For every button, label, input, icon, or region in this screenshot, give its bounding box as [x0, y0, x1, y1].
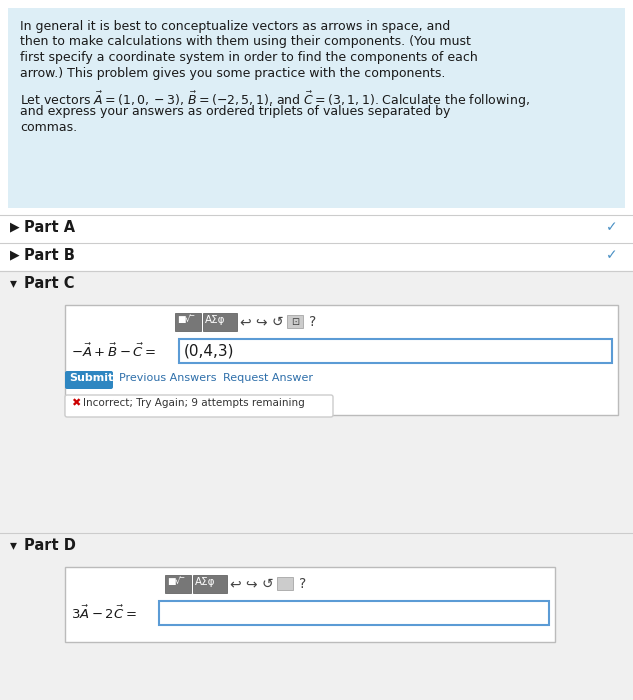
Text: Request Answer: Request Answer [223, 373, 313, 383]
Text: ▶: ▶ [10, 248, 20, 261]
Bar [0, 271, 633, 533]
Bar [65, 305, 618, 415]
Bar [179, 339, 612, 363]
Text: Part D: Part D [24, 538, 76, 553]
Bar [0, 533, 633, 700]
Bar [165, 575, 191, 593]
Text: AΣφ: AΣφ [205, 315, 225, 325]
Text: arrow.) This problem gives you some practice with the components.: arrow.) This problem gives you some prac… [20, 66, 446, 80]
Text: ↪: ↪ [245, 577, 257, 591]
Text: ▾: ▾ [10, 538, 17, 552]
Text: In general it is best to conceptualize vectors as arrows in space, and: In general it is best to conceptualize v… [20, 20, 450, 33]
Bar [65, 567, 555, 642]
Text: ▶: ▶ [10, 220, 20, 233]
Text: $-\vec{A}+\vec{B}-\vec{C}=$: $-\vec{A}+\vec{B}-\vec{C}=$ [71, 342, 156, 360]
Text: ↺: ↺ [261, 577, 273, 591]
Text: ?: ? [299, 577, 306, 591]
Text: AΣφ: AΣφ [195, 577, 215, 587]
FancyBboxPatch shape [65, 395, 333, 417]
Bar [159, 601, 549, 625]
Bar [203, 313, 237, 331]
Text: ↩: ↩ [229, 577, 241, 591]
Text: Part A: Part A [24, 220, 75, 235]
FancyBboxPatch shape [65, 371, 113, 389]
Text: (0,4,3): (0,4,3) [184, 343, 234, 358]
Text: then to make calculations with them using their components. (You must: then to make calculations with them usin… [20, 36, 471, 48]
Bar [175, 313, 201, 331]
Text: Submit: Submit [69, 373, 113, 383]
Text: ■: ■ [167, 577, 175, 586]
Text: and express your answers as ordered triplets of values separated by: and express your answers as ordered trip… [20, 106, 450, 118]
Text: √‾: √‾ [175, 577, 185, 586]
Text: √‾: √‾ [185, 315, 195, 324]
Bar [8, 8, 625, 208]
Text: ■: ■ [177, 315, 185, 324]
Bar [287, 315, 303, 328]
Text: first specify a coordinate system in order to find the components of each: first specify a coordinate system in ord… [20, 51, 478, 64]
Text: Part C: Part C [24, 276, 75, 291]
Text: ↪: ↪ [255, 315, 267, 329]
Text: Let vectors $\vec{A}=(1,0,-3)$, $\vec{B}=(-2,5,1)$, and $\vec{C}=(3,1,1)$. Calcu: Let vectors $\vec{A}=(1,0,-3)$, $\vec{B}… [20, 90, 530, 111]
Text: Part B: Part B [24, 248, 75, 263]
Text: ✓: ✓ [606, 248, 618, 262]
Text: Previous Answers: Previous Answers [119, 373, 216, 383]
Text: ✓: ✓ [606, 220, 618, 234]
Text: $3\vec{A}-2\vec{C}=$: $3\vec{A}-2\vec{C}=$ [71, 604, 137, 622]
Text: ⊡: ⊡ [291, 317, 299, 327]
Text: commas.: commas. [20, 121, 77, 134]
Text: ?: ? [310, 315, 316, 329]
Text: ▾: ▾ [10, 276, 17, 290]
Text: ✖: ✖ [71, 398, 80, 408]
Text: ↺: ↺ [271, 315, 283, 329]
Text: ↩: ↩ [239, 315, 251, 329]
Text: Incorrect; Try Again; 9 attempts remaining: Incorrect; Try Again; 9 attempts remaini… [83, 398, 304, 408]
Bar [277, 577, 293, 590]
Bar [193, 575, 227, 593]
